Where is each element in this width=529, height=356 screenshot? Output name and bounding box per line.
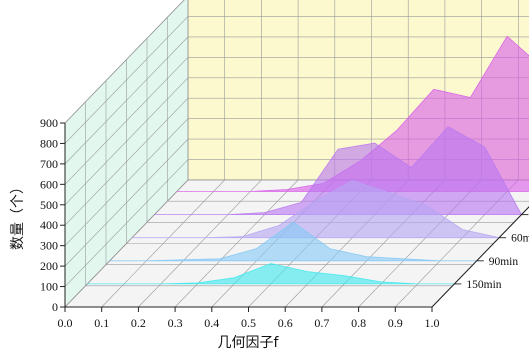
- x-tick-label: 0.2: [131, 316, 146, 330]
- x-tick-label: 0.7: [314, 316, 329, 330]
- series-area-150min: [87, 263, 455, 285]
- x-tick-label: 0.3: [168, 316, 183, 330]
- x-tick-label: 0.4: [204, 316, 219, 330]
- depth-axis-line: [431, 206, 529, 308]
- y-axis-title: 数量（个）: [10, 180, 26, 250]
- tick-layer: 15min30min60min90min150min0.00.10.20.30.…: [40, 116, 529, 330]
- x-tick-label: 0.0: [58, 316, 73, 330]
- y-tick-label: 700: [40, 157, 58, 171]
- series-layer: [87, 35, 529, 285]
- y-tick-label: 200: [40, 259, 58, 273]
- series-area-60min: [132, 180, 500, 239]
- x-tick-label: 0.6: [278, 316, 293, 330]
- x-tick-label: 0.9: [388, 316, 403, 330]
- x-tick-label: 1.0: [425, 316, 440, 330]
- y-tick-label: 400: [40, 218, 58, 232]
- y-tick-label: 100: [40, 280, 58, 294]
- x-axis-title: 几何因子f: [218, 335, 280, 351]
- y-tick-label: 800: [40, 136, 58, 150]
- z-tick-label: 90min: [489, 256, 519, 268]
- x-tick-label: 0.5: [241, 316, 256, 330]
- x-tick-label: 0.1: [94, 316, 109, 330]
- y-tick-label: 300: [40, 239, 58, 253]
- y-tick-label: 600: [40, 177, 58, 191]
- y-tick-label: 500: [40, 198, 58, 212]
- y-tick-label: 900: [40, 116, 58, 130]
- series-area-90min: [109, 221, 477, 262]
- series-area-30min: [154, 126, 523, 216]
- z-tick-label: 150min: [466, 279, 501, 291]
- y-tick-label: 0: [52, 300, 58, 314]
- x-tick-label: 0.8: [351, 316, 366, 330]
- z-tick-label: 60min: [511, 233, 529, 245]
